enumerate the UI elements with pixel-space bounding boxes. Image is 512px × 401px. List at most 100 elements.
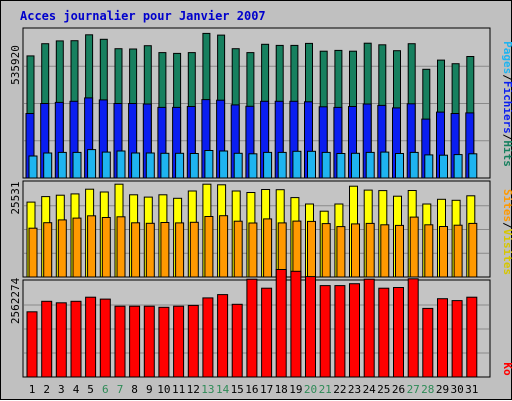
bar-sites xyxy=(263,218,273,278)
bar-kbytes xyxy=(451,300,463,378)
bar-kbytes xyxy=(55,302,67,378)
bar-pages xyxy=(131,152,141,179)
bar-sites xyxy=(204,216,214,278)
bar-sites xyxy=(160,222,170,278)
day-label: 18 xyxy=(275,383,288,396)
bar-pages xyxy=(28,155,38,179)
bar-pages xyxy=(277,151,287,179)
ymax-label-kbytes: 2562274 xyxy=(9,277,22,324)
bar-sites xyxy=(248,222,258,278)
day-label: 17 xyxy=(260,383,273,396)
day-label: 24 xyxy=(363,383,377,396)
bar-pages xyxy=(248,153,258,179)
legend-ko: Ko xyxy=(501,362,512,376)
bar-sites xyxy=(87,215,97,278)
bar-kbytes xyxy=(261,287,273,378)
bar-pages xyxy=(145,152,155,179)
bar-pages xyxy=(175,152,185,179)
bar-pages xyxy=(263,151,273,179)
bar-sites xyxy=(307,220,316,278)
bar-kbytes xyxy=(349,283,360,378)
day-label: 30 xyxy=(450,383,463,396)
bar-sites xyxy=(116,216,126,278)
bar-sites xyxy=(453,224,463,278)
legend-part: Hits xyxy=(501,140,512,167)
legend-part: / xyxy=(501,222,512,229)
bar-kbytes xyxy=(85,296,97,378)
bar-pages xyxy=(365,151,375,179)
bar-sites xyxy=(380,224,390,278)
bar-sites xyxy=(277,222,287,278)
bar-pages xyxy=(204,150,214,179)
bar-kbytes xyxy=(407,278,419,378)
bar-kbytes xyxy=(187,304,199,378)
day-label: 20 xyxy=(304,383,317,396)
bar-sites xyxy=(101,217,111,278)
day-label: 22 xyxy=(333,383,346,396)
day-label: 11 xyxy=(172,383,185,396)
bar-kbytes xyxy=(246,278,258,378)
day-label: 1 xyxy=(29,383,36,396)
bar-pages xyxy=(43,152,53,179)
day-label: 15 xyxy=(231,383,244,396)
day-label: 14 xyxy=(216,383,230,396)
legend-part: / xyxy=(501,134,512,141)
bar-sites xyxy=(189,221,199,278)
day-label: 2 xyxy=(43,383,50,396)
bar-sites xyxy=(424,224,434,278)
bar-kbytes xyxy=(26,311,38,378)
day-label: 12 xyxy=(187,383,200,396)
bar-pages xyxy=(468,153,478,179)
bar-kbytes xyxy=(319,285,331,378)
ymax-label-visits: 25531 xyxy=(9,181,22,214)
bar-sites xyxy=(145,222,155,278)
legend-part: / xyxy=(501,74,512,81)
day-label: 23 xyxy=(348,383,361,396)
bar-pages xyxy=(101,151,111,179)
ymax-label-hits: 535920 xyxy=(9,45,22,85)
bar-sites xyxy=(365,222,375,278)
bar-kbytes xyxy=(70,300,82,378)
day-label: 6 xyxy=(102,383,109,396)
bar-kbytes xyxy=(129,305,141,378)
bar-pages xyxy=(57,151,67,179)
bar-sites xyxy=(43,222,53,278)
bar-sites xyxy=(219,215,229,278)
bar-kbytes xyxy=(41,300,53,378)
bar-pages xyxy=(160,152,170,179)
bar-kbytes xyxy=(334,285,346,378)
bar-kbytes xyxy=(378,287,390,378)
bar-pages xyxy=(233,152,243,179)
legend-part: Ko xyxy=(501,362,512,376)
bar-pages xyxy=(189,153,199,179)
bar-sites xyxy=(28,227,38,278)
bar-kbytes xyxy=(305,276,316,378)
bar-kbytes xyxy=(114,305,126,378)
bar-kbytes xyxy=(158,306,170,378)
day-label: 25 xyxy=(377,383,390,396)
bar-pages xyxy=(321,151,331,179)
bar-kbytes xyxy=(437,298,448,378)
bar-kbytes xyxy=(217,294,229,378)
bar-sites xyxy=(468,222,478,278)
bar-kbytes xyxy=(231,303,243,378)
bar-kbytes xyxy=(275,269,287,378)
bar-pages xyxy=(409,151,419,179)
bar-sites xyxy=(131,222,141,278)
bar-kbytes xyxy=(422,307,434,378)
bar-pages xyxy=(395,153,404,179)
day-label: 21 xyxy=(319,383,332,396)
day-labels: 1 2 3 4 5 6 7 8 9 10 11 12 13 14 15 16 17 18 19 20 21 22 23 24 2… xyxy=(29,383,479,396)
day-label: 16 xyxy=(245,383,258,396)
legend-pages-fichiers-hits: Pages/Fichiers/Hits xyxy=(501,41,512,167)
bar-kbytes xyxy=(363,278,375,378)
bar-kbytes xyxy=(202,297,214,378)
bar-pages xyxy=(380,151,390,179)
bar-pages xyxy=(292,150,302,179)
day-label: 8 xyxy=(131,383,138,396)
bar-sites xyxy=(336,226,346,278)
day-label: 29 xyxy=(436,383,449,396)
bar-sites xyxy=(351,223,360,278)
bar-kbytes xyxy=(99,298,111,378)
bar-pages xyxy=(453,154,463,179)
